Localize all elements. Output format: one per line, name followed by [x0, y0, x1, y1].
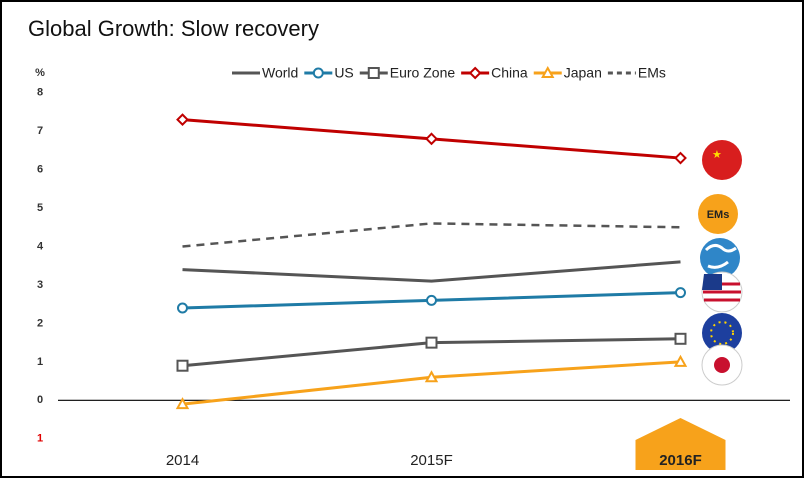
- y-tick-label: 0: [37, 394, 43, 406]
- globe-lines: [704, 243, 737, 269]
- japan-dot: [714, 357, 730, 373]
- data-point: [426, 294, 437, 306]
- legend-label: US: [334, 65, 353, 81]
- x-tick-label: 2015F: [410, 452, 453, 469]
- legend-item: EMs: [607, 65, 666, 81]
- legend-item: World: [232, 65, 298, 81]
- legend-item: Euro Zone: [359, 65, 456, 81]
- highlight-arrow: [635, 418, 726, 470]
- icons: ★ EMs: [698, 140, 743, 386]
- data-point: [176, 359, 189, 372]
- us-canton: [702, 274, 722, 290]
- legend-label: Euro Zone: [390, 65, 456, 81]
- data-point: [674, 151, 687, 165]
- data-point: [675, 287, 686, 299]
- y-tick-label: 5: [37, 202, 43, 214]
- y-tick-label: 2: [37, 317, 43, 329]
- legend-item: Japan: [533, 65, 602, 81]
- legend-label: Japan: [564, 65, 602, 81]
- y-tick-label: 8: [37, 87, 43, 99]
- data-point: [176, 113, 189, 127]
- data-point: [425, 132, 438, 146]
- x-tick-label: 2016F: [659, 452, 702, 469]
- legend-label: World: [262, 65, 298, 81]
- y-tick-label: 4: [37, 240, 44, 252]
- legend-item: China: [461, 65, 528, 81]
- data-point: [424, 370, 439, 383]
- marker: [367, 67, 380, 79]
- chart-title: Global Growth: Slow recovery: [28, 16, 319, 41]
- y-tick-label: 3: [37, 279, 43, 291]
- marker: [468, 66, 482, 80]
- legend-label: China: [491, 65, 528, 81]
- data-point: [175, 397, 190, 410]
- y-unit: %: [35, 67, 45, 79]
- marker: [312, 67, 324, 79]
- y-tick-label: 1: [37, 433, 43, 445]
- china-flag: [702, 140, 742, 180]
- y-tick-label: 7: [37, 125, 43, 137]
- ems-badge: [698, 194, 738, 234]
- data-point: [674, 332, 687, 345]
- flag-star: ★: [712, 149, 722, 161]
- legend-label: EMs: [638, 65, 666, 81]
- data-point: [425, 336, 438, 349]
- series-line: [182, 260, 681, 283]
- x-tick-label: 2014: [166, 452, 199, 469]
- marker: [541, 65, 555, 78]
- eu-flag: [702, 313, 742, 353]
- data-point: [673, 354, 688, 367]
- data-point: [177, 302, 188, 314]
- y-tick-label: 6: [37, 164, 43, 176]
- legend-item: US: [304, 65, 354, 81]
- ems-label: EMs: [707, 209, 730, 221]
- eu-stars: [710, 321, 734, 345]
- y-tick-label: 1: [37, 356, 43, 368]
